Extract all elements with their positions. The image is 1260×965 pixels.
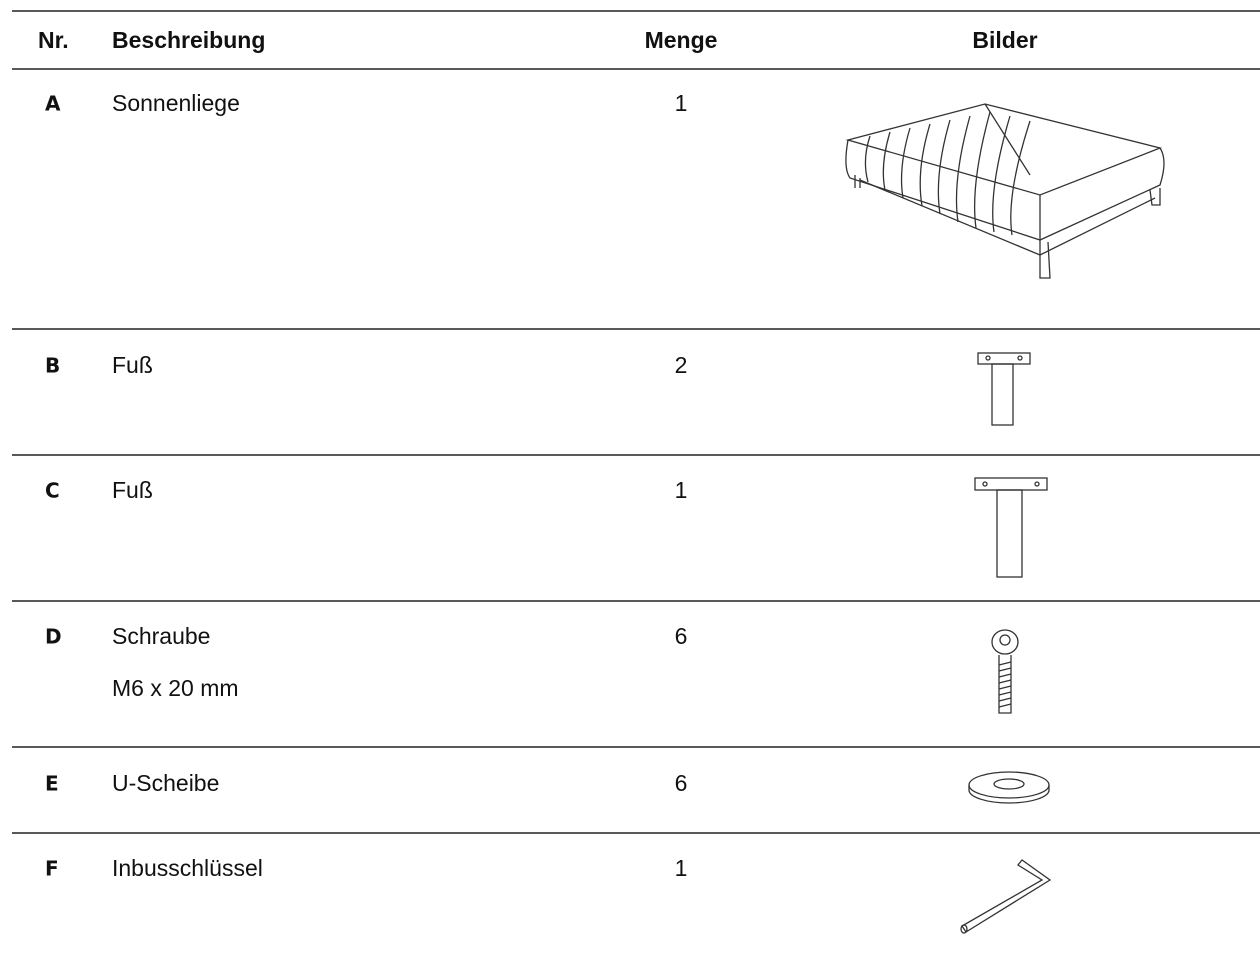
row-quantity: 1 bbox=[675, 477, 688, 503]
table-rules bbox=[12, 10, 1260, 834]
header-nr: Nr. bbox=[38, 27, 69, 53]
row-letter: E bbox=[45, 772, 59, 796]
image-hex-key bbox=[960, 859, 1052, 934]
row-description: Fuß bbox=[112, 477, 153, 503]
row-description: Schraube bbox=[112, 623, 210, 649]
header-images: Bilder bbox=[972, 27, 1037, 53]
header-description: Beschreibung bbox=[112, 27, 265, 53]
image-foot-short bbox=[977, 352, 1031, 426]
header-quantity: Menge bbox=[645, 27, 718, 53]
row-description: M6 x 20 mm bbox=[112, 675, 239, 701]
row-letter: C bbox=[45, 479, 60, 503]
row-quantity: 6 bbox=[675, 623, 688, 649]
image-foot-long bbox=[974, 477, 1048, 578]
row-description: Sonnenliege bbox=[112, 90, 240, 116]
row-letter: F bbox=[45, 857, 59, 881]
image-sun-lounger bbox=[845, 103, 1165, 279]
row-quantity: 6 bbox=[675, 770, 688, 796]
row-description: Fuß bbox=[112, 352, 153, 378]
row-quantity: 2 bbox=[675, 352, 688, 378]
row-letter: A bbox=[45, 92, 61, 116]
row-letter: B bbox=[45, 354, 60, 378]
row-quantity: 1 bbox=[675, 855, 688, 881]
row-letter: D bbox=[45, 625, 62, 649]
row-quantity: 1 bbox=[675, 90, 688, 116]
row-description: Inbusschlüssel bbox=[112, 855, 263, 881]
row-description: U-Scheibe bbox=[112, 770, 219, 796]
image-screw bbox=[991, 629, 1019, 714]
image-washer bbox=[968, 771, 1050, 804]
